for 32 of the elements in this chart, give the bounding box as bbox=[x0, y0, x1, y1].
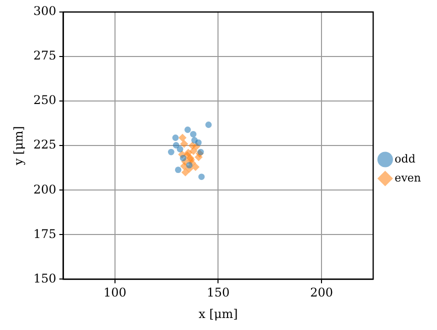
y-tick-label: 175 bbox=[33, 226, 56, 241]
point bbox=[205, 122, 212, 128]
y-axis-title: y [μm] bbox=[11, 126, 26, 166]
y-tick-label: 150 bbox=[33, 271, 56, 286]
y-tick-label: 250 bbox=[33, 93, 56, 108]
x-tick-label: 150 bbox=[206, 286, 230, 300]
point bbox=[176, 146, 184, 152]
point bbox=[180, 140, 188, 148]
point bbox=[197, 148, 204, 156]
point bbox=[172, 134, 179, 141]
x-tick-label: 100 bbox=[103, 286, 126, 300]
x-tick-label: 200 bbox=[310, 286, 333, 300]
point bbox=[180, 154, 186, 162]
legend-label: odd bbox=[394, 152, 416, 166]
y-tick-label: 275 bbox=[33, 48, 56, 63]
y-tick-label: 300 bbox=[33, 4, 56, 18]
point bbox=[174, 166, 182, 174]
point bbox=[172, 142, 180, 148]
point bbox=[192, 162, 200, 171]
point bbox=[191, 137, 198, 144]
legend-label: even bbox=[394, 171, 422, 184]
point bbox=[168, 148, 174, 156]
point bbox=[184, 126, 191, 133]
x-axis-title: x [μm] bbox=[198, 306, 238, 321]
point bbox=[181, 168, 190, 176]
y-tick-label: 200 bbox=[33, 182, 56, 196]
y-tick-label: 225 bbox=[33, 138, 56, 152]
point bbox=[188, 142, 196, 150]
point bbox=[178, 134, 187, 142]
point bbox=[186, 162, 193, 168]
point bbox=[190, 131, 196, 138]
point bbox=[198, 174, 205, 180]
